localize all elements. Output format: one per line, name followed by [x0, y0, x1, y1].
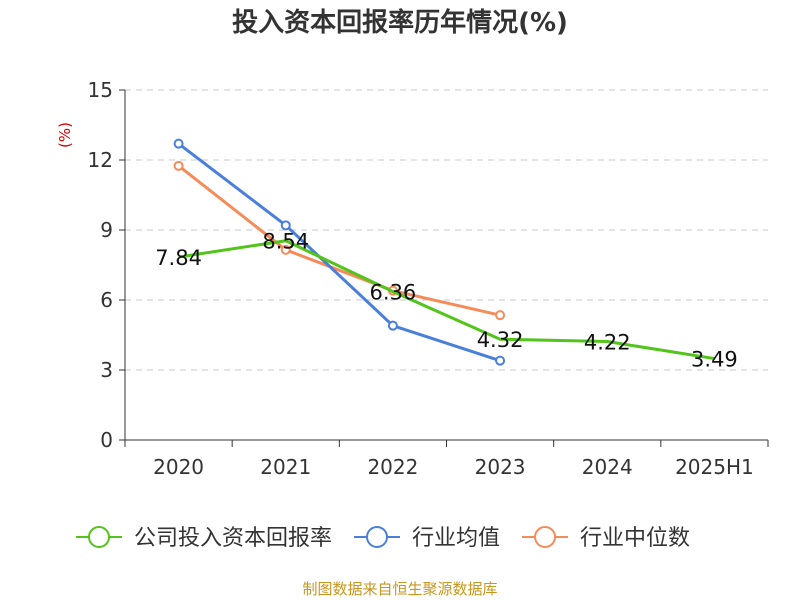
data-label: 3.49: [691, 348, 738, 372]
axes: 0 3 6 9 12 15 2020 2021 2022 2023 2024 2025H1: [88, 78, 769, 479]
y-tick-label: 0: [100, 428, 113, 452]
legend-label: 行业中位数: [580, 526, 690, 551]
series-line: [177, 142, 501, 363]
x-tick-label: 2022: [367, 455, 418, 479]
chart-title: 投入资本回报率历年情况(%): [232, 8, 568, 38]
y-tick-label: 12: [88, 148, 113, 172]
data-label: 4.32: [477, 328, 524, 352]
legend-marker: [534, 526, 557, 548]
series-line: [177, 164, 501, 317]
series-point: [173, 138, 184, 149]
grid-lines: [125, 89, 768, 371]
series-point: [495, 355, 506, 366]
x-tick-label: 2024: [582, 455, 633, 479]
x-tick-label: 2023: [475, 455, 526, 479]
legend-marker: [366, 526, 389, 548]
x-tick-label: 2021: [260, 455, 311, 479]
data-label: 8.54: [262, 230, 309, 254]
legend-marker: [88, 526, 110, 548]
series-lines: [173, 138, 715, 366]
series-point: [280, 244, 291, 255]
legend-label: 行业均值: [412, 526, 500, 551]
series-point: [387, 320, 398, 331]
y-tick-label: 6: [100, 288, 113, 312]
legend-label: 公司投入资本回报率: [134, 526, 332, 551]
source-note: 制图数据来自恒生聚源数据库: [302, 580, 498, 598]
legend: 公司投入资本回报率 行业均值 行业中位数: [76, 526, 690, 551]
y-tick-label: 15: [88, 78, 113, 102]
data-label: 7.84: [155, 246, 202, 270]
y-tick-label: 9: [100, 218, 113, 242]
x-tick-label: 2025H1: [675, 455, 754, 479]
x-tick-label: 2020: [153, 455, 204, 479]
y-tick-label: 3: [100, 358, 113, 382]
data-label: 6.36: [370, 281, 417, 305]
series-point: [173, 160, 184, 171]
series-line: [178, 239, 715, 361]
series-point: [280, 220, 291, 231]
data-label: 4.22: [584, 331, 631, 355]
data-labels: 7.84 8.54 6.36 4.32 4.22 3.49: [155, 230, 738, 372]
series-point: [495, 310, 506, 321]
